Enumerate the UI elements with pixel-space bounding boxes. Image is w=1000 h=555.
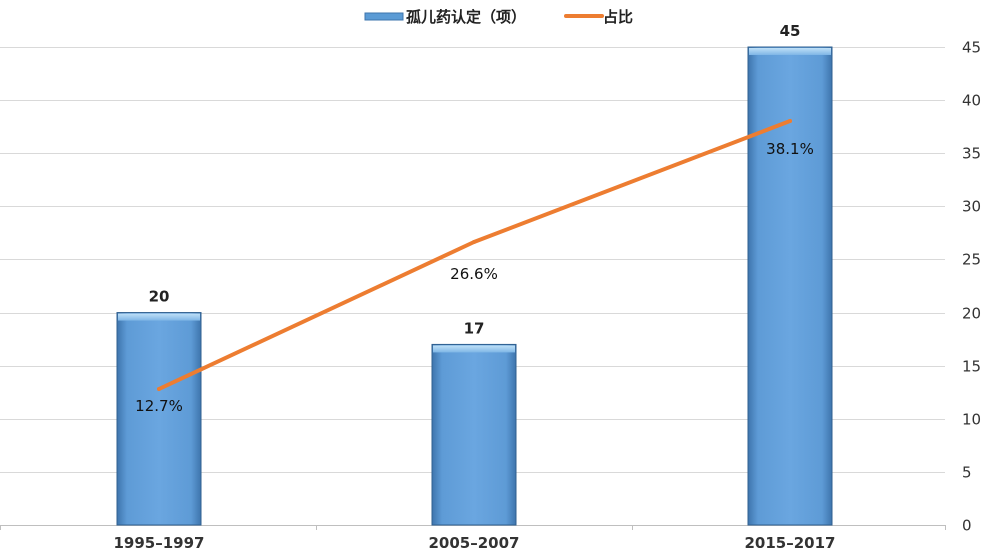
bar-body	[116, 312, 202, 526]
bar-bevel	[433, 345, 515, 353]
bar	[431, 343, 517, 526]
x-tick-label: 1995–1997	[114, 534, 205, 552]
y-tick-label: 45	[962, 39, 981, 57]
bar	[116, 312, 202, 526]
legend-bar-swatch	[364, 12, 404, 21]
x-tick-label: 2015–2017	[745, 534, 836, 552]
bar-series	[116, 46, 833, 526]
y-tick-label: 10	[962, 411, 981, 429]
bar-bevel	[749, 48, 831, 55]
legend-item-line: 占比	[564, 8, 633, 26]
bar	[747, 46, 833, 526]
x-axis-ticks: 1995–1997 2005–2007 2015–2017	[114, 534, 836, 552]
legend-line-label: 占比	[603, 8, 633, 26]
line-value-label: 38.1%	[766, 140, 814, 158]
x-tick-label: 2005–2007	[429, 534, 520, 552]
bar-value-label: 20	[149, 288, 170, 306]
y-tick-label: 30	[962, 198, 981, 216]
line-point	[472, 240, 476, 244]
y-axis-ticks: 0 5 10 15 20 25 30 35 40 45	[962, 39, 981, 535]
bar-body	[747, 46, 833, 526]
legend-item-bar: 孤儿药认定（项）	[364, 8, 526, 26]
y-tick-label: 15	[962, 358, 981, 376]
y-tick-label: 0	[962, 517, 972, 535]
legend: 孤儿药认定（项） 占比	[364, 8, 633, 26]
legend-bar-label: 孤儿药认定（项）	[406, 8, 526, 26]
line-value-label: 26.6%	[450, 265, 498, 283]
bar-value-labels: 20 17 45	[149, 22, 801, 337]
line-value-labels: 12.7% 26.6% 38.1%	[135, 140, 814, 415]
bar-value-label: 17	[464, 319, 485, 337]
y-tick-label: 20	[962, 305, 981, 323]
y-tick-label: 25	[962, 251, 981, 269]
line-point	[788, 119, 792, 123]
line-value-label: 12.7%	[135, 397, 183, 415]
bar-body	[431, 343, 517, 526]
bar-value-label: 45	[780, 22, 801, 40]
y-tick-label: 40	[962, 92, 981, 110]
line-series	[157, 119, 792, 391]
bar-bevel	[118, 313, 200, 321]
line-point	[157, 387, 161, 391]
y-tick-label: 35	[962, 145, 981, 163]
y-tick-label: 5	[962, 464, 972, 482]
